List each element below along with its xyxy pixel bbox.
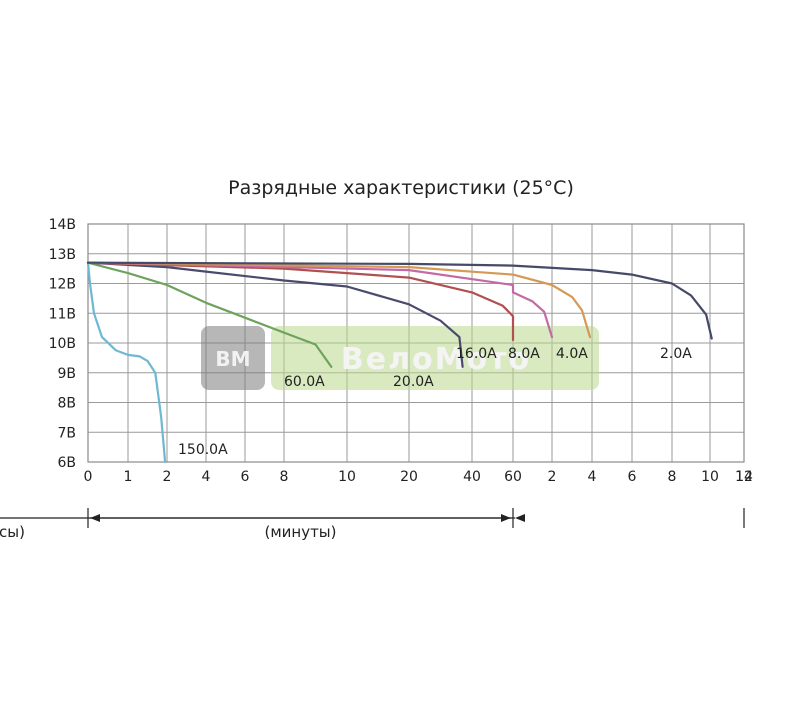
x-tick-label: 2	[163, 469, 172, 485]
x-tick-label: 6	[241, 469, 250, 485]
x-tick-label: 4	[202, 469, 211, 485]
watermark-text: ВелоМото	[341, 342, 531, 377]
x-tick-label: 4	[588, 469, 597, 485]
y-tick-label: 8В	[57, 396, 76, 412]
x-tick-label: 40	[463, 469, 481, 485]
series-label: 20.0A	[393, 374, 434, 390]
y-axis-ticks: 6В 7В 8В 9В 10В 11В 12В 13В 14В	[49, 217, 76, 471]
x-tick-label: 1	[124, 469, 133, 485]
x-tick-label: 10	[338, 469, 356, 485]
plot-frame	[87, 223, 745, 463]
series-label: 8.0A	[508, 346, 540, 362]
y-tick-label: 10В	[49, 336, 76, 352]
x-tick-label: 6	[628, 469, 637, 485]
range-label: (минуты)	[264, 523, 336, 541]
series-label: 2.0A	[660, 346, 692, 362]
range-label: (часы)	[0, 523, 25, 541]
series-label: 16.0A	[456, 346, 497, 362]
y-tick-label: 12В	[49, 277, 76, 293]
x-tick-label: 0	[84, 469, 93, 485]
x-tick-label: 2	[548, 469, 557, 485]
y-tick-label: 6В	[57, 455, 76, 471]
series-label: 150.0A	[178, 442, 228, 458]
x-tick-label: 10	[701, 469, 719, 485]
y-tick-label: 7В	[57, 425, 76, 441]
series-label: 4.0A	[556, 346, 588, 362]
watermark-banner	[271, 326, 599, 390]
series-line	[86, 261, 333, 368]
watermark: BM ВелоМото	[201, 326, 599, 390]
x-tick-label: 14	[735, 469, 753, 485]
range-arrowhead	[515, 514, 525, 522]
series-line	[86, 261, 713, 340]
series-line	[86, 261, 554, 339]
x-tick-label: 8	[280, 469, 289, 485]
y-tick-label: 14В	[49, 217, 76, 233]
y-tick-label: 9В	[57, 366, 76, 382]
curve-labels: 150.0A 60.0A 20.0A 16.0A 8.0A 4.0A 2.0A	[178, 346, 692, 458]
chart-title: Разрядные характеристики (25°C)	[228, 177, 574, 199]
y-tick-label: 11В	[49, 306, 76, 322]
x-tick-label: 8	[668, 469, 677, 485]
series-label: 60.0A	[284, 374, 325, 390]
series-line	[86, 261, 592, 339]
watermark-badge-text: BM	[215, 347, 250, 371]
series-layer	[86, 261, 713, 464]
series-line	[86, 261, 464, 368]
x-axis-ranges: (минуты) (часы)	[0, 508, 745, 541]
x-tick-label: 12	[735, 469, 753, 485]
watermark-badge	[201, 326, 265, 390]
x-tick-label: 20	[400, 469, 418, 485]
series-line	[86, 261, 167, 464]
y-tick-label: 13В	[49, 247, 76, 263]
x-tick-label: 60	[504, 469, 522, 485]
